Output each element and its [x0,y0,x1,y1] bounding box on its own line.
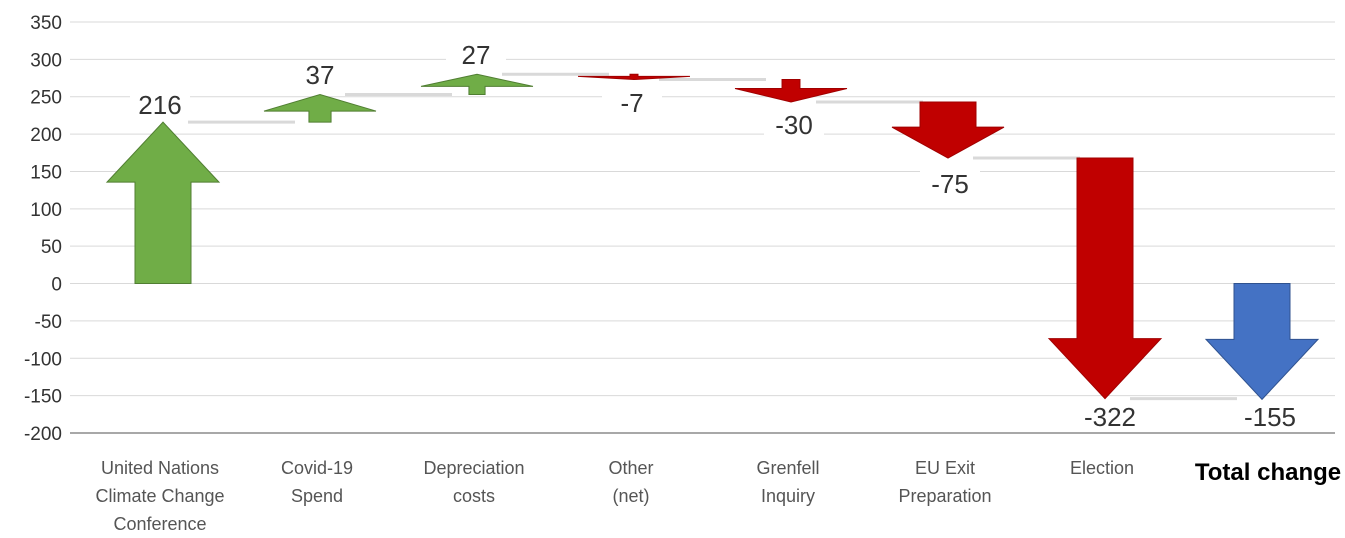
x-axis-label: Total change [1195,459,1341,486]
x-axis-label: United Nations [101,458,219,478]
data-label: -155 [1244,402,1296,432]
x-axis-label: Other [608,458,653,478]
data-label: -75 [931,169,969,199]
x-axis-labels: United Nations Climate Change Conference Co… [95,458,1341,534]
x-axis-label: Inquiry [761,486,815,506]
y-tick-label: 100 [30,200,62,221]
arrow-mark [577,73,691,81]
data-label-bg [1080,402,1140,432]
data-label: -7 [620,88,643,118]
x-axis-label: Spend [291,486,343,506]
data-label-bg [130,90,190,120]
grid-lines [70,21,1335,434]
x-axis-label: Election [1070,458,1134,478]
data-label: 27 [462,40,491,70]
data-label-bg [602,88,662,118]
arrow-mark [734,79,848,103]
x-axis-label: Depreciation [423,458,524,478]
x-axis-label: costs [453,486,495,506]
y-tick-label: 250 [30,88,62,109]
x-axis-label: EU Exit [915,458,975,478]
y-tick-label: 200 [30,125,62,146]
arrow-marks [105,73,1320,401]
y-tick-label: -100 [24,349,62,370]
x-axis-label: Covid-19 [281,458,353,478]
y-axis-ticks: 350 300 250 200 150 100 50 0 -50 -100 -150 -200 [24,13,62,445]
y-tick-label: -200 [24,424,62,445]
arrow-mark [891,101,1005,159]
x-axis-label: Grenfell [756,458,819,478]
x-axis-label: (net) [612,486,649,506]
y-tick-label: 150 [30,162,62,183]
data-label: 37 [306,60,335,90]
data-label-bg [1240,402,1300,432]
arrow-mark [1204,283,1320,401]
arrow-mark [263,93,377,123]
y-tick-label: 0 [51,275,62,296]
arrow-mark [420,73,534,95]
data-label-bg [446,40,506,70]
y-tick-label: -50 [35,312,62,333]
y-tick-label: 50 [41,237,62,258]
data-label: -322 [1084,402,1136,432]
arrow-mark [1047,157,1163,400]
data-label-bg [764,110,824,140]
x-axis-label: Preparation [898,486,991,506]
y-tick-label: -150 [24,387,62,408]
data-label: -30 [775,110,813,140]
data-label-bg [290,60,350,90]
y-tick-label: 300 [30,50,62,71]
x-axis-label: Conference [113,514,206,533]
arrow-mark [105,121,221,285]
y-tick-label: 350 [30,13,62,34]
data-label: 216 [138,90,181,120]
connector-lines [188,72,1237,401]
data-labels: 216 37 27 -7 -30 -75 -322 -155 [130,40,1300,432]
x-axis-label: Climate Change [95,486,224,506]
data-label-bg [920,169,980,199]
